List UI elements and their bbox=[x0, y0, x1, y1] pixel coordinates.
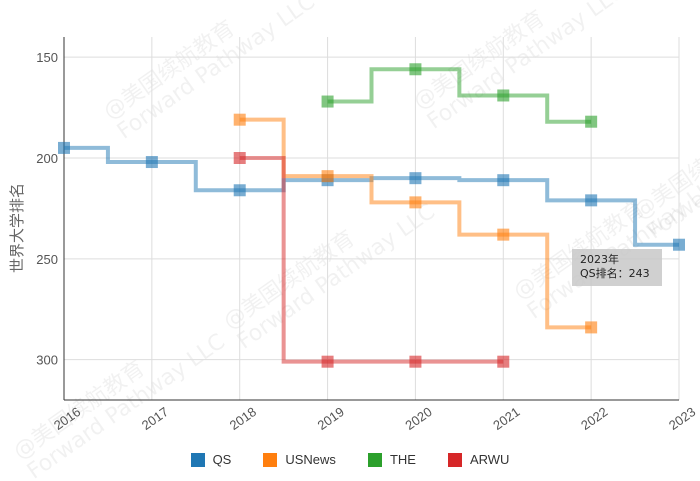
data-point[interactable] bbox=[321, 95, 334, 108]
data-point[interactable] bbox=[321, 355, 334, 368]
legend-item-the[interactable]: THE bbox=[367, 452, 416, 467]
tooltip-year: 2023年 bbox=[580, 253, 619, 266]
x-tick-label: 2022 bbox=[578, 404, 610, 433]
axes bbox=[63, 37, 679, 401]
data-point[interactable] bbox=[585, 194, 598, 207]
tooltip-rank: QS排名：243 bbox=[580, 267, 650, 280]
data-point[interactable] bbox=[409, 63, 422, 76]
data-point[interactable] bbox=[321, 170, 334, 183]
series-line bbox=[327, 67, 592, 124]
data-point[interactable] bbox=[497, 89, 510, 102]
watermark-text: @美国续航教育Forward Pathway LLC bbox=[99, 0, 320, 145]
series-line bbox=[239, 156, 504, 364]
y-tick-label: 250 bbox=[36, 252, 58, 267]
data-point[interactable] bbox=[585, 115, 598, 128]
x-tick-label: 2019 bbox=[315, 404, 347, 433]
legend-item-usnews[interactable]: USNews bbox=[263, 452, 336, 467]
series-arwu bbox=[233, 152, 510, 368]
data-point[interactable] bbox=[497, 355, 510, 368]
legend-item-arwu[interactable]: ARWU bbox=[447, 452, 510, 467]
watermark-text: @美国续航教育Forward Pathway LLC bbox=[629, 70, 700, 245]
tooltip: 2023年 QS排名：243 bbox=[572, 249, 662, 286]
data-point[interactable] bbox=[497, 228, 510, 241]
x-tick-label: 2020 bbox=[402, 404, 434, 433]
legend-label: USNews bbox=[285, 452, 336, 467]
legend: QS USNews THE ARWU bbox=[0, 452, 700, 467]
watermark-text: @美国续航教育Forward Pathway LLC bbox=[219, 180, 440, 355]
data-point[interactable] bbox=[409, 196, 422, 209]
y-tick-label: 200 bbox=[36, 151, 58, 166]
x-tick-label: 2021 bbox=[490, 404, 522, 433]
y-axis-title: 世界大学排名 bbox=[8, 183, 26, 273]
data-point[interactable] bbox=[497, 174, 510, 187]
legend-label: ARWU bbox=[469, 452, 510, 467]
series-the bbox=[321, 63, 598, 128]
y-tick-label: 150 bbox=[36, 50, 58, 65]
legend-swatch bbox=[263, 452, 278, 467]
legend-swatch bbox=[447, 452, 462, 467]
legend-label: THE bbox=[389, 452, 416, 467]
legend-item-qs[interactable]: QS bbox=[190, 452, 232, 467]
data-point[interactable] bbox=[585, 321, 598, 334]
data-point[interactable] bbox=[233, 152, 246, 164]
data-point[interactable] bbox=[673, 238, 685, 251]
series-layer bbox=[58, 63, 685, 368]
data-point[interactable] bbox=[409, 172, 422, 185]
data-point[interactable] bbox=[233, 113, 246, 126]
legend-swatch bbox=[367, 452, 382, 467]
legend-swatch bbox=[190, 452, 205, 467]
x-tick-label: 2018 bbox=[227, 404, 259, 433]
data-point[interactable] bbox=[233, 184, 246, 197]
legend-label: QS bbox=[212, 452, 232, 467]
data-point[interactable] bbox=[409, 355, 422, 368]
x-tick-label: 2023 bbox=[666, 404, 698, 433]
data-point[interactable] bbox=[145, 156, 158, 169]
y-tick-label: 300 bbox=[36, 353, 58, 368]
data-point[interactable] bbox=[58, 141, 70, 154]
